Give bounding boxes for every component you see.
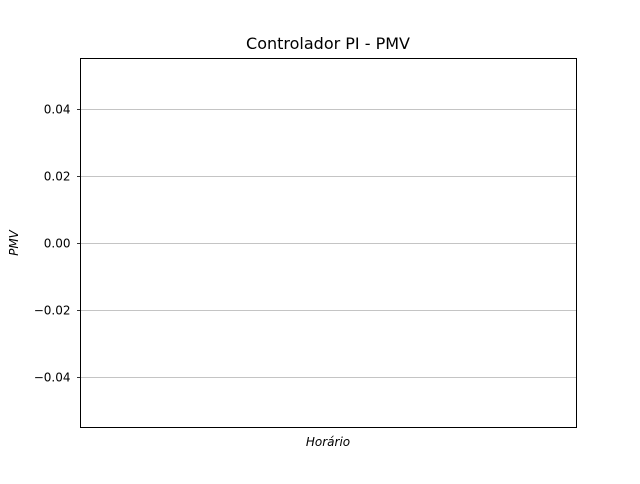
y-axis-ticks: −0.04 −0.02 0.00 0.02 0.04 xyxy=(34,103,81,385)
grid-lines xyxy=(80,109,577,378)
plot-area-frame xyxy=(80,58,577,428)
y-tick-label: −0.02 xyxy=(34,304,71,318)
y-axis-label: PMV xyxy=(7,229,21,256)
y-tick-label: −0.04 xyxy=(34,371,71,385)
x-axis-label: Horário xyxy=(306,435,350,449)
y-tick-label: 0.00 xyxy=(44,237,71,251)
y-tick-label: 0.02 xyxy=(44,170,71,184)
y-tick-label: 0.04 xyxy=(44,103,71,117)
chart-title: Controlador PI - PMV xyxy=(246,34,410,53)
